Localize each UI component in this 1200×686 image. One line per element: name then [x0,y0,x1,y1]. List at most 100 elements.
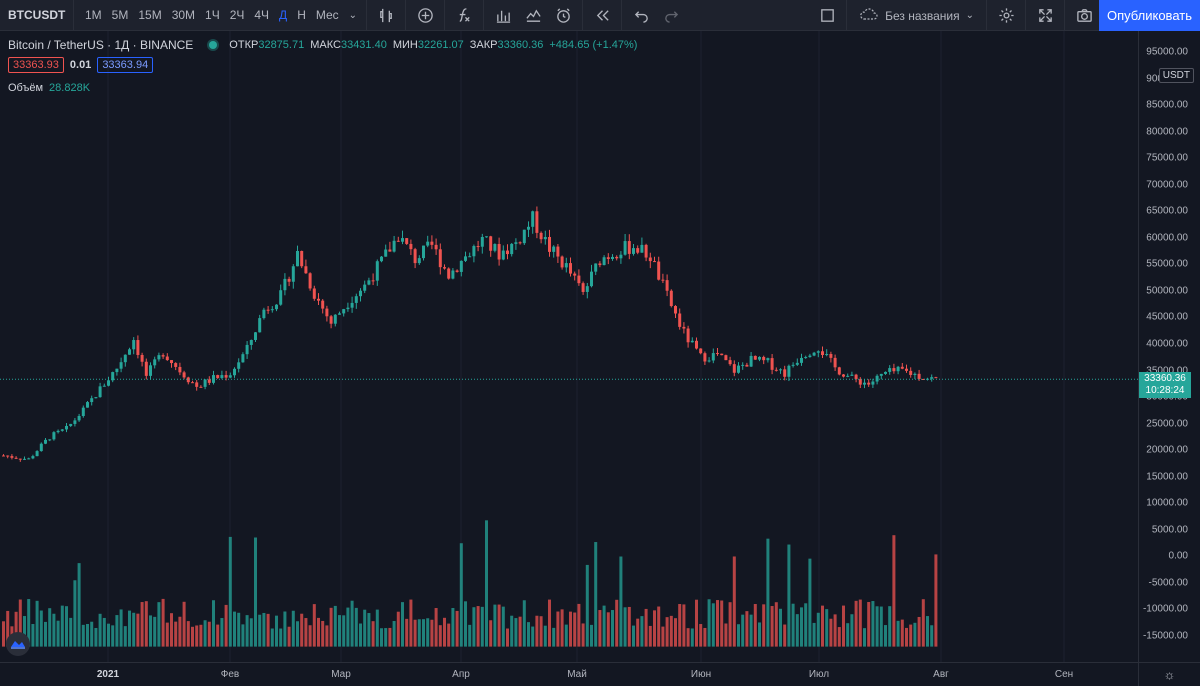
camera-icon[interactable] [1069,0,1099,31]
volume-bar [35,600,39,647]
add-symbol-icon[interactable] [410,0,440,31]
candle-body [934,377,938,379]
volume-bar [2,621,5,647]
candle-body [48,439,52,441]
volume-bar [23,616,26,647]
volume-bar [115,615,119,647]
time-axis[interactable]: 2021 Фев Мар Апр Май Июн Июл Авг Сен [0,662,1138,686]
candle-body [846,375,850,377]
candle-body [653,261,656,263]
volume-bar [69,617,73,647]
candle-body [98,386,102,398]
timeframe-option[interactable]: Н [297,7,306,22]
volume-bar [728,602,732,647]
candle-body [812,352,816,356]
candle-body [917,373,921,379]
price-tick-label: 50000.00 [1146,285,1188,297]
candle-body [350,302,354,308]
timeframe-option[interactable]: 5М [111,7,129,22]
volume-bar [161,598,165,647]
buy-button[interactable]: 33363.94 [97,57,154,73]
candle-body [548,236,551,252]
volume-bar [56,620,60,647]
tradingview-logo-icon[interactable] [6,632,30,656]
right-toolbar: Без названия ⌄ [812,0,1099,31]
publish-button[interactable]: Опубликовать [1099,0,1200,31]
fullscreen-icon[interactable] [1030,0,1060,31]
volume-bar [128,610,131,647]
volume-bar [800,607,803,647]
timeframe-option[interactable]: 1Ч [205,7,220,22]
volume-bar [842,605,845,647]
alert-icon[interactable] [548,0,578,31]
candle-body [514,242,518,244]
candle-body [615,256,619,259]
currency-label[interactable]: USDT [1158,68,1194,83]
chevron-down-icon[interactable]: ⌄ [348,9,358,21]
chart-pane[interactable] [0,31,1138,662]
volume-bar [720,600,724,647]
volume-label[interactable]: Объём [8,82,44,94]
candle-body [816,351,820,353]
price-axis[interactable]: 95000.0090000.0085000.0080000.0075000.00… [1138,31,1200,662]
volume-bar [65,606,68,647]
timeframe-option[interactable]: Д [279,7,288,22]
volume-bar [669,615,673,647]
change-value: +484.65 (+1.47%) [549,39,638,51]
timeframe-option[interactable]: 1М [85,7,102,22]
sell-button[interactable]: 33363.93 [8,57,64,73]
volume-bar [501,606,505,647]
volume-bar [900,619,904,647]
volume-legend: Объём 28.828K [8,82,90,94]
chart-legend: Bitcoin / TetherUS · 1Д · BINANCE ОТКР 32… [8,38,637,52]
candle-body [686,328,690,343]
candle-body [758,356,761,360]
layout-name-button[interactable]: Без названия ⌄ [851,7,982,24]
candle-body [296,250,299,267]
undo-icon[interactable] [626,0,656,31]
volume-bar [518,616,522,647]
volume-bar [556,611,560,647]
candle-body [119,362,123,369]
candle-body [111,372,115,381]
candle-body [678,313,682,327]
candle-body [741,364,745,366]
candle-body [556,246,560,257]
axis-settings-icon[interactable]: ☼ [1138,662,1200,686]
timeframe-option[interactable]: 30М [171,7,196,22]
candle-body [2,455,5,457]
symbol-title[interactable]: Bitcoin / TetherUS · 1Д · BINANCE [8,38,194,52]
volume-bar [850,614,854,647]
volume-bar [413,619,417,647]
candle-body [14,457,18,459]
volume-bar [52,613,56,647]
candle-body [863,382,866,385]
indicators-icon[interactable] [449,0,479,31]
compare-icon[interactable] [371,0,401,31]
volume-bar [648,625,652,647]
layout-icon[interactable] [812,0,842,31]
candle-body [867,382,871,385]
candle-body [94,397,98,399]
candle-body [632,248,635,254]
volume-bar [136,613,140,647]
candle-body [921,378,925,380]
timeframe-option[interactable]: 2Ч [229,7,245,22]
chart-type-icon[interactable] [488,0,518,31]
volume-bar [262,612,266,647]
timeframe-option[interactable]: 4Ч [254,7,270,22]
volume-bar [585,564,589,647]
candle-body [485,236,488,238]
replay-icon[interactable] [587,0,617,31]
redo-icon[interactable] [656,0,686,31]
symbol-search[interactable]: BTCUSDT [0,0,74,31]
volume-bar [367,613,371,647]
settings-gear-icon[interactable] [991,0,1021,31]
candle-body [149,365,152,376]
candle-body [153,359,157,366]
volume-bar [485,520,488,647]
templates-icon[interactable] [518,0,548,31]
candle-body [375,261,379,281]
timeframe-option[interactable]: 15М [138,7,162,22]
timeframe-option[interactable]: Мес [315,7,339,22]
